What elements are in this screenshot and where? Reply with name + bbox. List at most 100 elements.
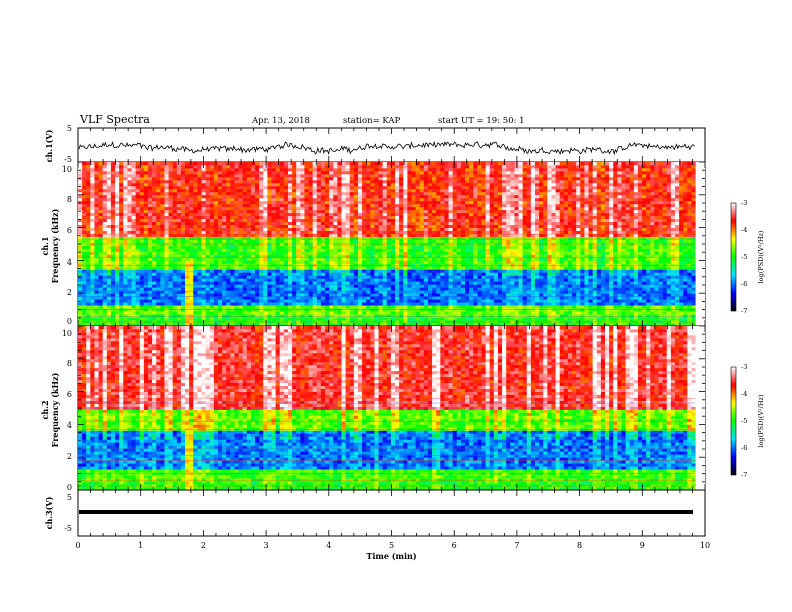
spectrogram-cell xyxy=(102,287,108,291)
spectrogram-cell xyxy=(180,248,186,252)
spectrogram-cell xyxy=(436,248,441,252)
spectrogram-cell xyxy=(362,251,367,255)
spectrogram-cell xyxy=(102,257,108,261)
spectrogram-cell xyxy=(172,317,178,321)
spectrogram-cell xyxy=(370,248,375,252)
spectrogram-cell xyxy=(386,245,392,249)
spectrogram-cell xyxy=(147,227,153,231)
spectrogram-cell xyxy=(432,197,437,202)
spectrogram-cell xyxy=(234,260,239,264)
spectrogram-cell xyxy=(448,284,454,288)
spectrogram-cell xyxy=(135,317,141,321)
spectrogram-cell xyxy=(156,209,161,214)
spectrogram-cell xyxy=(217,287,223,291)
spectrogram-cell xyxy=(246,317,252,321)
spectrogram-cell xyxy=(312,257,318,261)
spectrogram-cell xyxy=(345,206,351,211)
spectrogram-cell xyxy=(349,218,355,223)
spectrogram-cell xyxy=(349,170,355,175)
spectrogram-cell xyxy=(329,281,334,285)
spectrogram-cell xyxy=(205,260,211,264)
spectrogram-cell xyxy=(238,224,244,228)
spectrogram-cell xyxy=(378,179,384,184)
spectrogram-cell xyxy=(275,278,281,282)
spectrogram-cell xyxy=(325,227,330,231)
spectrogram-cell xyxy=(271,296,277,300)
spectrogram-cell xyxy=(390,221,396,226)
spectrogram-cell xyxy=(283,176,289,181)
spectrogram-cell xyxy=(395,191,400,196)
spectrogram-cell xyxy=(164,236,169,240)
spectrogram-cell xyxy=(172,311,178,315)
spectrogram-cell xyxy=(395,272,400,276)
spectrogram-cell xyxy=(131,200,137,205)
spectrogram-cell xyxy=(419,218,425,223)
spectrogram-cell xyxy=(374,197,379,202)
spectrogram-cell xyxy=(403,170,408,175)
spectrogram-cell xyxy=(106,275,112,279)
spectrogram-cell xyxy=(448,317,454,321)
spectrogram-cell xyxy=(255,299,260,303)
spectrogram-cell xyxy=(407,314,412,318)
spectrogram-cell xyxy=(127,323,132,327)
spectrogram-cell xyxy=(292,203,297,208)
spectrogram-cell xyxy=(300,239,305,243)
spectrogram-cell xyxy=(345,254,351,258)
spectrogram-cell xyxy=(308,206,314,211)
spectrogram-cell xyxy=(374,164,379,169)
spectrogram-cell xyxy=(222,323,227,327)
spectrogram-cell xyxy=(238,230,244,234)
spectrogram-cell xyxy=(217,236,223,240)
spectrogram-cell xyxy=(370,176,375,181)
spectrogram-cell xyxy=(86,275,91,279)
spectrogram-cell xyxy=(259,248,264,252)
spectrogram-cell xyxy=(382,164,388,169)
spectrogram-cell xyxy=(325,287,330,291)
spectrogram-cell xyxy=(403,257,408,261)
spectrogram-cell xyxy=(374,212,379,217)
spectrogram-cell xyxy=(395,305,400,309)
spectrogram-cell xyxy=(127,191,132,196)
spectrogram-cell xyxy=(160,269,165,273)
spectrogram-cell xyxy=(119,317,124,321)
spectrogram-cell xyxy=(407,287,412,291)
spectrogram-cell xyxy=(432,299,437,303)
spectrogram-cell xyxy=(213,245,219,249)
spectrogram-cell xyxy=(94,290,99,294)
spectrogram-cell xyxy=(320,191,326,196)
spectrogram-cell xyxy=(427,323,433,327)
spectrogram-cell xyxy=(271,170,277,175)
spectrogram-cell xyxy=(436,230,441,234)
spectrogram-cell xyxy=(436,191,441,196)
spectrogram-cell xyxy=(271,185,277,190)
spectrogram-cell xyxy=(98,311,104,315)
spectrogram-cell xyxy=(135,311,141,315)
spectrogram-cell xyxy=(436,218,441,223)
spectrogram-cell xyxy=(337,290,342,294)
spectrogram-cell xyxy=(283,266,289,270)
spectrogram-cell xyxy=(193,305,198,309)
spectrogram-cell xyxy=(308,281,314,285)
spectrogram-cell xyxy=(193,287,198,291)
spectrogram-cell xyxy=(172,191,178,196)
spectrogram-cell xyxy=(242,179,248,184)
spectrogram-cell xyxy=(90,299,95,303)
spectrogram-cell xyxy=(382,221,388,226)
spectrogram-cell xyxy=(201,296,207,300)
spectrogram-cell xyxy=(152,209,157,214)
spectrogram-cell xyxy=(399,284,404,288)
spectrogram-cell xyxy=(106,203,112,208)
spectrogram-cell xyxy=(382,179,388,184)
spectrogram-cell xyxy=(98,299,104,303)
spectrogram-cell xyxy=(172,290,178,294)
spectrogram-cell xyxy=(172,299,178,303)
spectrogram-cell xyxy=(292,281,297,285)
spectrogram-cell xyxy=(160,185,165,190)
spectrogram-cell xyxy=(292,212,297,217)
spectrogram-cell xyxy=(308,162,314,166)
spectrogram-cell xyxy=(304,218,309,223)
spectrogram-cell xyxy=(357,176,363,181)
spectrogram-cell xyxy=(127,275,132,279)
spectrogram-cell xyxy=(403,224,408,228)
spectrogram-cell xyxy=(164,323,169,327)
